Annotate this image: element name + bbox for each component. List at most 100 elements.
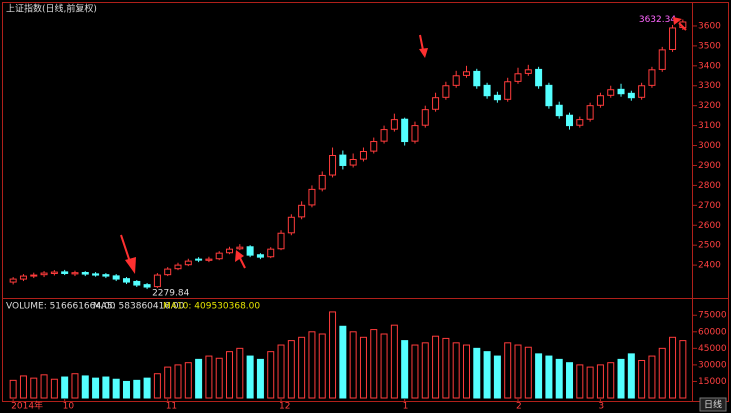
- volume-bar: [308, 331, 316, 399]
- volume-bar: [30, 377, 38, 399]
- candle-body: [40, 272, 48, 276]
- volume-bar: [483, 351, 491, 399]
- volume-bar: [50, 378, 58, 399]
- x-tick-label: 12: [279, 402, 290, 412]
- volume-bar: [442, 337, 450, 399]
- candle-body: [184, 260, 192, 266]
- volume-bar: [462, 344, 470, 399]
- volume-bar: [226, 351, 234, 399]
- volume-bar: [648, 355, 656, 399]
- y-tick-label: 30000: [698, 360, 727, 370]
- volume-bar: [339, 325, 347, 399]
- y-tick-label: 3000: [698, 141, 721, 151]
- candle-body: [658, 49, 666, 70]
- volume-bar: [535, 353, 543, 399]
- candle-body: [607, 89, 615, 96]
- low-annotation: 2279.84: [152, 289, 189, 299]
- volume-bar: [61, 376, 69, 399]
- candle-body: [576, 119, 584, 126]
- volume-bar: [143, 377, 151, 399]
- candle-body: [143, 284, 151, 288]
- y-tick-label: 2600: [698, 221, 721, 231]
- candle-body: [380, 129, 388, 142]
- arrow: [239, 257, 246, 269]
- x-tick-label: 2: [516, 402, 522, 412]
- annotation-arrows: [120, 17, 687, 274]
- y-tick-label: 3500: [698, 41, 721, 51]
- volume-bar: [370, 329, 378, 399]
- candle-body: [298, 204, 306, 218]
- candle-body: [50, 271, 58, 274]
- candle-body: [370, 141, 378, 152]
- arrow-head: [419, 48, 428, 58]
- y-tick-label: 2800: [698, 181, 721, 191]
- candle-body: [256, 254, 264, 258]
- frame: [2, 2, 729, 402]
- volume-bar: [401, 340, 409, 399]
- candle-body: [61, 271, 69, 274]
- candle-body: [390, 119, 398, 130]
- volume-bar: [669, 336, 677, 399]
- candle-body: [483, 84, 491, 97]
- volume-bar: [318, 333, 326, 399]
- candle-body: [627, 92, 635, 99]
- candle-body: [514, 73, 522, 82]
- candle-body: [226, 248, 234, 254]
- candle-body: [524, 69, 532, 74]
- candle-body: [545, 84, 553, 107]
- volume-bar: [102, 376, 110, 399]
- volume-bar: [256, 358, 264, 399]
- volume-bar: [586, 366, 594, 399]
- y-tick-label: 2400: [698, 261, 721, 271]
- candle-body: [195, 258, 203, 261]
- volume-bar: [112, 378, 120, 399]
- volume-bar: [627, 353, 635, 399]
- x-tick-label: 1: [403, 402, 409, 412]
- y-tick-label: 3200: [698, 101, 721, 111]
- candle-body: [349, 158, 357, 166]
- arrow-head: [125, 257, 136, 274]
- y-tick-label: 45000: [698, 344, 727, 354]
- volume-bar: [122, 380, 130, 399]
- volume-bar: [287, 340, 295, 399]
- candle-body: [617, 88, 625, 95]
- y-tick-label: 3300: [698, 81, 721, 91]
- volume-bar: [19, 375, 27, 399]
- x-tick-label: 11: [166, 402, 177, 412]
- volume-bar: [267, 351, 275, 399]
- candle-body: [267, 248, 275, 258]
- candle-body: [462, 71, 470, 76]
- candle-body: [493, 94, 501, 101]
- arrow: [678, 22, 687, 31]
- volume-bar: [617, 358, 625, 399]
- volume-bar: [566, 362, 574, 399]
- volume-bar: [174, 364, 182, 399]
- ma10-label: MA10: 409530368.00: [163, 302, 260, 312]
- period-button[interactable]: [699, 397, 727, 412]
- volume-bar: [236, 347, 244, 399]
- volume-bar: [9, 379, 17, 399]
- candle-body: [411, 125, 419, 142]
- candle-body: [401, 118, 409, 143]
- y-tick-label: 2900: [698, 161, 721, 171]
- volume-bar: [452, 342, 460, 399]
- candle-body: [339, 154, 347, 166]
- candle-body: [236, 246, 244, 250]
- volume-bar: [246, 355, 254, 399]
- arrow: [120, 234, 131, 263]
- candle-body: [421, 109, 429, 126]
- arrow-head: [673, 17, 682, 25]
- volume-bar: [432, 335, 440, 399]
- candle-body: [329, 155, 337, 176]
- period-button-label[interactable]: 日线: [704, 399, 722, 411]
- y-tick-label: 2500: [698, 241, 721, 251]
- candle-body: [596, 95, 604, 106]
- volume-bar: [411, 344, 419, 399]
- candle-body: [246, 246, 254, 256]
- volume-bar: [596, 364, 604, 399]
- y-tick-label: 3600: [698, 21, 721, 31]
- candle-body: [153, 274, 161, 288]
- chart-title: 上证指数(日线,前复权): [6, 3, 97, 15]
- candle-body: [112, 275, 120, 280]
